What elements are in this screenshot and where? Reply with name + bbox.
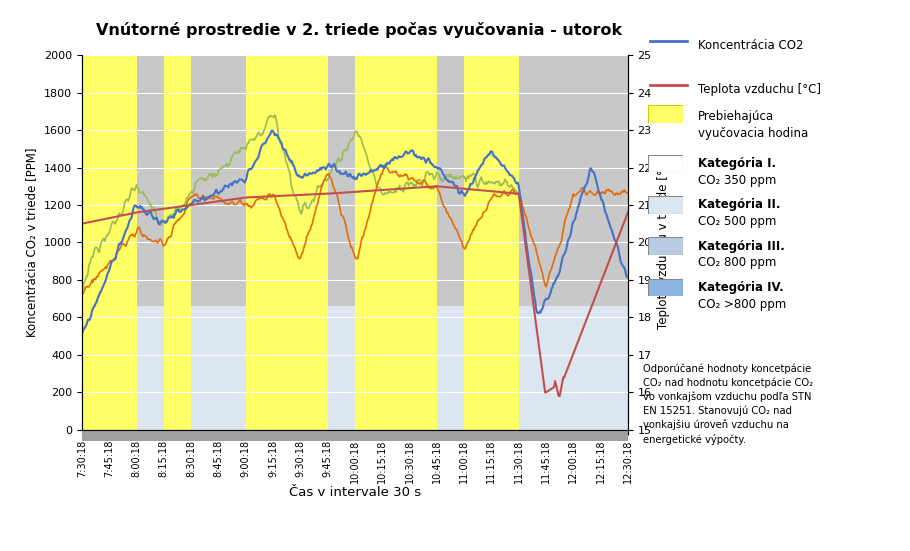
Text: CO₂ 350 ppm: CO₂ 350 ppm [698,174,776,187]
Text: CO₂ 500 ppm: CO₂ 500 ppm [698,215,776,228]
Bar [82,306,628,430]
Bar [82,55,136,430]
Y-axis label: Teplota vzduchu v triede [°C]: Teplota vzduchu v triede [°C] [657,156,671,329]
Y-axis label: Koncentrácia CO₂ v triede [PPM]: Koncentrácia CO₂ v triede [PPM] [25,148,38,337]
Text: vyučovacia hodina: vyučovacia hodina [698,127,808,140]
Text: Vnútorné prostredie v 2. triede počas vyučovania - utorok: Vnútorné prostredie v 2. triede počas vy… [96,22,622,38]
Bar [82,55,628,430]
Text: Kategória I.: Kategória I. [698,157,776,170]
Text: Teplota vzduchu [°C]: Teplota vzduchu [°C] [698,83,821,96]
Bar [246,55,328,430]
Bar [164,55,191,430]
Text: Kategória II.: Kategória II. [698,198,781,212]
X-axis label: Čas v intervale 30 s: Čas v intervale 30 s [288,486,421,499]
Text: Prebiehajúca: Prebiehajúca [698,110,774,123]
Text: CO₂ 800 ppm: CO₂ 800 ppm [698,256,776,269]
Bar [82,430,628,441]
Text: Koncentrácia CO2: Koncentrácia CO2 [698,39,804,52]
Text: Kategória III.: Kategória III. [698,240,784,253]
Text: CO₂ >800 ppm: CO₂ >800 ppm [698,298,786,311]
Text: Kategória IV.: Kategória IV. [698,281,784,294]
Bar [355,55,437,430]
Text: Odporúčané hodnoty koncetрácie
CO₂ nad hodnotu koncetрácie CO₂
vo vonkajšom vzdu: Odporúčané hodnoty koncetрácie CO₂ nad h… [643,364,814,445]
Bar [464,55,519,430]
